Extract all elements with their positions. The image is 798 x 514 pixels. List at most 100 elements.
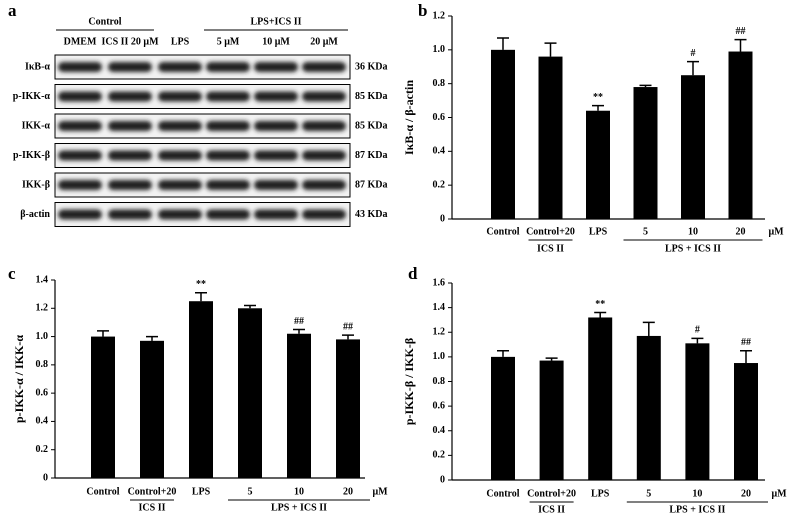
y-tick-label: 0.2 (433, 450, 446, 461)
protein-label: β-actin (20, 209, 50, 220)
panel-letter: b (418, 1, 427, 20)
bar (681, 75, 705, 219)
panel-letter: c (8, 264, 16, 283)
significance-label: ## (294, 316, 304, 327)
group-label: LPS + ICS II (271, 502, 327, 513)
significance-label: # (695, 325, 700, 336)
blot-frame (54, 202, 351, 227)
x-tick-label: 10 (688, 226, 698, 237)
error-bar (497, 349, 509, 357)
significance-label: ## (343, 321, 353, 332)
lane-label: LPS (171, 36, 190, 47)
blot-band (158, 91, 202, 102)
blot-band (254, 91, 298, 102)
y-tick-label: 1.0 (36, 331, 49, 342)
lane-label: 20 μM (310, 36, 338, 47)
error-bar (244, 304, 256, 309)
bar (685, 343, 710, 480)
lane-label: ICS II 20 μM (101, 36, 159, 47)
blot-band (206, 180, 250, 190)
y-tick-label: 0.2 (433, 179, 446, 190)
bar (586, 110, 610, 219)
blot-band (302, 62, 346, 72)
x-tick-label: LPS (589, 226, 608, 237)
bar (491, 356, 515, 480)
x-tick-label: 20 (741, 488, 751, 499)
blot-band (58, 121, 102, 131)
x-tick-label: LPS (192, 486, 211, 497)
bar (491, 49, 515, 220)
blot-band (108, 62, 152, 72)
x-tick-label: 20 (736, 226, 746, 237)
blot-band (108, 91, 152, 102)
lane-label: 5 μM (217, 36, 240, 47)
error-bar (687, 60, 699, 76)
error-bar (146, 335, 158, 341)
bar (539, 360, 564, 480)
bar (189, 301, 213, 478)
blot-band (302, 180, 346, 190)
unit-label: μM (768, 226, 784, 237)
significance-label: ** (196, 279, 206, 290)
bar (636, 335, 661, 480)
y-axis-label: IκB-α / β-actin (402, 80, 416, 155)
error-bar (97, 330, 109, 337)
blot-band (108, 180, 152, 190)
size-label: 87 KDa (355, 150, 388, 161)
y-tick-label: 1.4 (433, 302, 446, 313)
blot-band (108, 150, 152, 161)
y-axis-label: p-IKK-β / IKK-β (402, 338, 416, 425)
y-tick-label: 0 (43, 472, 48, 483)
panel-letter: d (408, 264, 418, 283)
y-tick-label: 0.8 (433, 376, 446, 387)
group-label: ICS II (537, 243, 564, 254)
y-tick-label: 0 (440, 474, 445, 485)
y-tick-label: 0.4 (433, 146, 446, 157)
blot-band (254, 121, 298, 131)
blot-band (58, 91, 102, 102)
y-axis-label: p-IKK-α / IKK-α (12, 335, 26, 423)
size-label: 85 KDa (355, 120, 388, 131)
blot-band (302, 209, 346, 220)
error-bar (293, 328, 305, 334)
blot-band (158, 121, 202, 131)
group-label: ICS II (139, 502, 166, 513)
blot-band (254, 209, 298, 220)
bar (588, 317, 613, 480)
lane-label: DMEM (64, 36, 97, 47)
blot-band (58, 150, 102, 161)
size-label: 36 KDa (355, 61, 388, 72)
x-tick-label: 20 (343, 486, 353, 497)
bar (633, 87, 658, 219)
y-tick-label: 0.6 (433, 400, 446, 411)
blot-band (108, 209, 152, 220)
significance-label: ## (736, 26, 746, 37)
blot-frame (54, 143, 351, 168)
y-tick-label: 1.0 (433, 44, 446, 55)
blot-band (302, 150, 346, 161)
group-label: LPS + ICS II (669, 504, 725, 514)
x-tick-label: Control+20 (527, 488, 576, 499)
x-tick-label: Control (486, 226, 519, 237)
bar (140, 340, 164, 478)
bar (336, 339, 360, 478)
y-tick-label: 1.2 (433, 327, 446, 338)
blot-frame (54, 172, 351, 198)
y-tick-label: 0.2 (36, 444, 49, 455)
error-bar (497, 37, 509, 50)
blot-band (206, 121, 250, 131)
blot-band (158, 209, 202, 220)
blot-band (206, 62, 250, 72)
x-tick-label: 10 (294, 486, 304, 497)
protein-label: IκB-α (25, 61, 50, 72)
error-bar (195, 291, 207, 302)
significance-label: ** (593, 92, 603, 103)
blot-band (158, 180, 202, 190)
error-bar (639, 84, 652, 88)
y-tick-label: 0.6 (36, 387, 49, 398)
unit-label: μM (771, 488, 787, 499)
error-bar (592, 104, 604, 111)
error-bar (342, 334, 354, 340)
blot-band (206, 209, 250, 220)
blot-band (108, 121, 152, 131)
